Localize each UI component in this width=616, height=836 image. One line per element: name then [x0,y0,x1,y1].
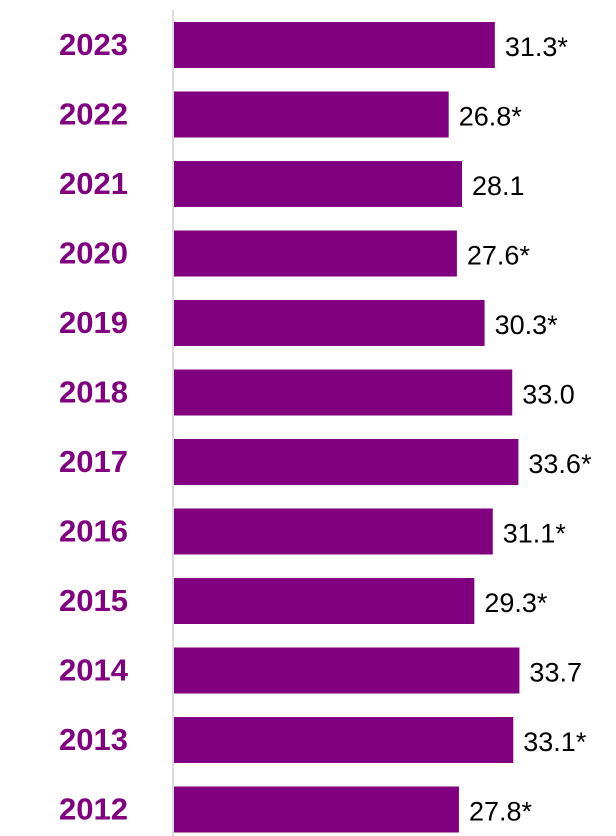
bar [174,22,495,68]
bar [174,578,475,624]
category-label: 2018 [59,375,128,410]
bar [174,161,463,207]
category-label: 2016 [59,514,128,549]
value-label: 31.3* [505,32,569,62]
value-label: 33.0 [522,380,575,410]
value-label: 31.1* [503,519,567,549]
category-label: 2023 [59,27,128,62]
category-label: 2015 [59,583,128,618]
category-label: 2019 [59,305,128,340]
bar [174,91,449,138]
category-label: 2012 [59,792,128,827]
bar [174,508,493,555]
category-label: 2014 [59,653,129,688]
bar [174,439,519,485]
value-label: 33.7 [529,658,582,688]
bar [174,786,459,833]
value-label: 29.3* [484,588,548,618]
bar [174,300,485,346]
category-label: 2017 [59,444,128,479]
category-label: 2020 [59,236,128,271]
value-label: 30.3* [495,310,559,340]
bar [174,647,520,694]
value-label: 33.1* [523,727,587,757]
value-label: 33.6* [528,449,592,479]
category-label: 2013 [59,722,128,757]
bar [174,230,457,277]
category-label: 2022 [59,97,128,132]
value-label: 28.1 [472,171,525,201]
category-label: 2021 [59,166,128,201]
bar [174,369,513,416]
bar [174,717,514,763]
value-label: 26.8* [459,102,523,132]
value-label: 27.8* [469,797,533,827]
value-label: 27.6* [467,241,531,271]
